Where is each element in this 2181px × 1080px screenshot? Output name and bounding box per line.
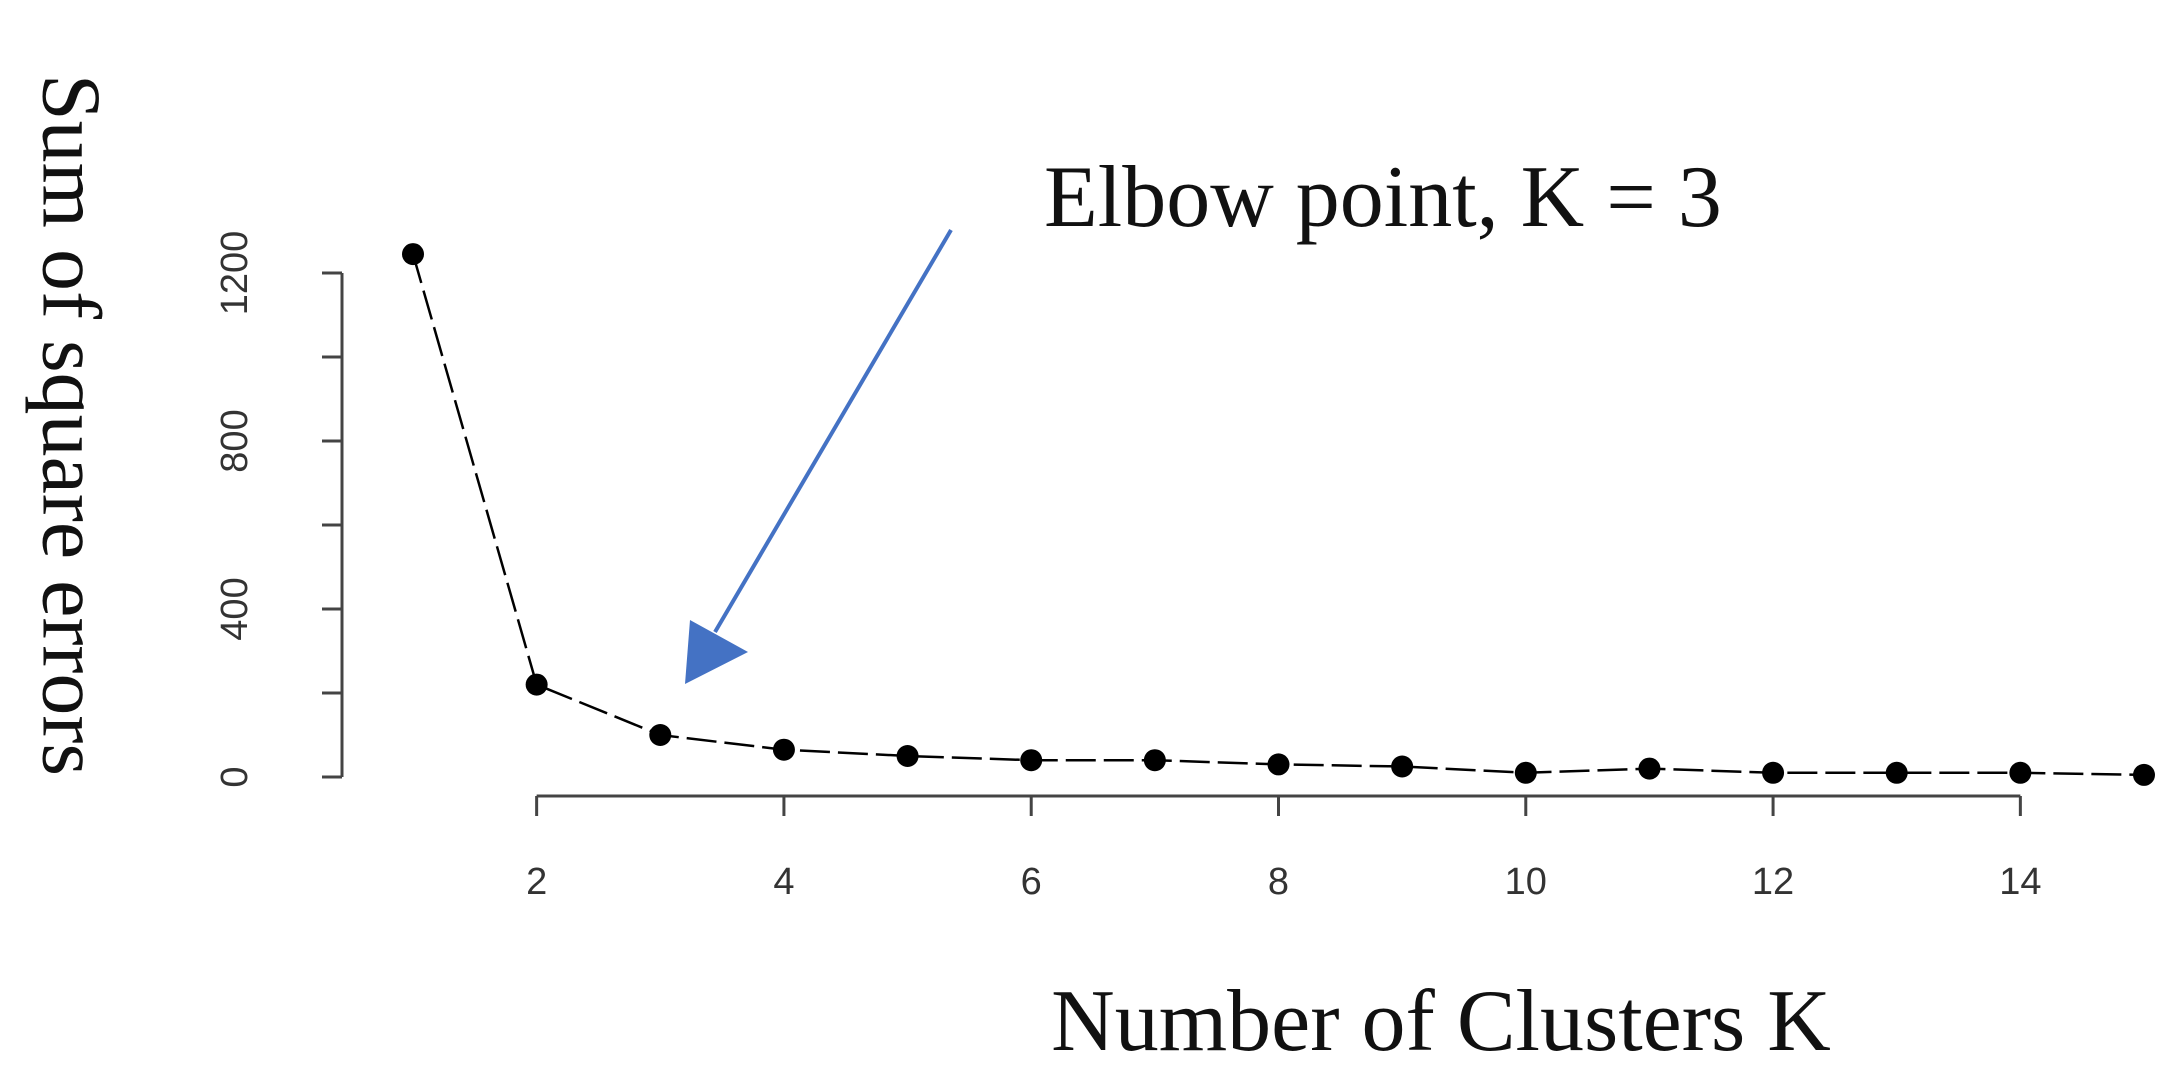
annotation-arrow <box>685 228 953 684</box>
data-line <box>411 253 2145 777</box>
data-point <box>2133 763 2155 786</box>
data-point <box>1885 761 1908 784</box>
arrow-head <box>685 620 748 684</box>
x-tick-label: 12 <box>1752 861 1794 903</box>
x-tick-label: 2 <box>526 861 547 903</box>
y-axis-title: Sum of square errors <box>25 74 118 776</box>
x-tick-label: 6 <box>1021 861 1042 903</box>
x-tick-label: 8 <box>1268 861 1289 903</box>
data-point <box>772 738 795 761</box>
data-point <box>1267 753 1290 776</box>
data-point <box>1514 761 1537 784</box>
y-tick-label: 0 <box>214 766 256 787</box>
x-tick-label: 10 <box>1505 861 1547 903</box>
data-point <box>1638 757 1661 780</box>
y-tick-label: 800 <box>214 409 256 472</box>
data-point <box>1762 761 1785 784</box>
data-point <box>525 673 548 696</box>
data-point <box>402 243 424 266</box>
data-point <box>1143 749 1166 772</box>
y-tick-label: 1200 <box>214 231 256 316</box>
arrow-shaft <box>713 228 953 634</box>
data-point <box>1020 749 1043 772</box>
x-tick-label: 14 <box>1999 861 2041 903</box>
annotation: Elbow point, K = 3 <box>1044 149 1722 246</box>
x-axis-title: Number of Clusters K <box>1051 973 1831 1070</box>
data-point <box>1391 755 1414 778</box>
data-point <box>649 724 672 746</box>
data-point <box>896 745 919 767</box>
data-point <box>2009 761 2032 784</box>
y-tick-label: 400 <box>214 577 256 640</box>
x-tick-label: 4 <box>773 861 794 903</box>
